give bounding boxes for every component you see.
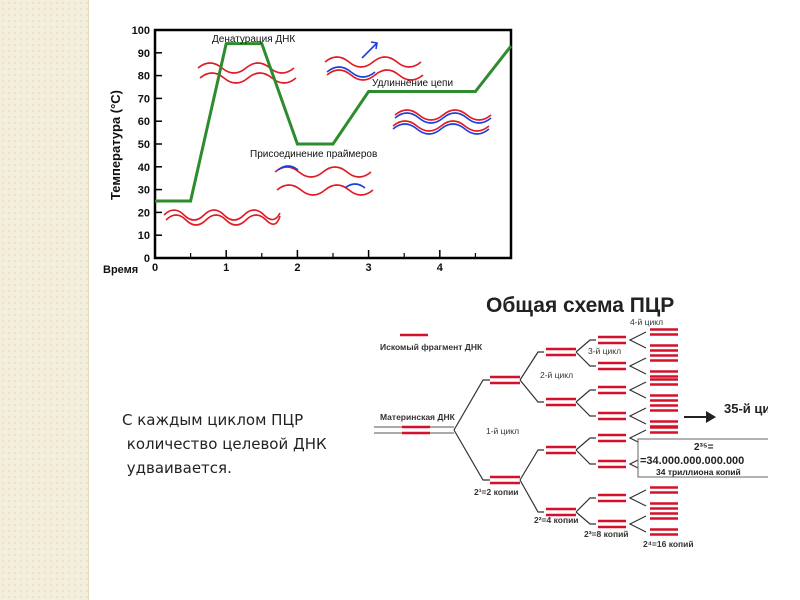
- arrow-to-35th-cycle: [684, 411, 716, 423]
- y-tick-label: 50: [138, 139, 150, 151]
- final-cycle-label: 35-й цикл: [724, 401, 768, 416]
- y-tick-label: 0: [144, 253, 150, 265]
- dna-sketch-annealing: [274, 165, 374, 196]
- formula-words: 34 триллиона копий: [656, 467, 741, 477]
- annotation-annealing: Присоединение праймеров: [250, 149, 377, 160]
- cycle-label-2: 2-й цикл: [540, 370, 573, 380]
- x-tick-label: 1: [223, 262, 229, 274]
- dna-sketch-elongated: [392, 109, 492, 135]
- x-tick-label: 4: [437, 262, 444, 274]
- annotation-denaturation: Денатурация ДНК: [212, 34, 295, 45]
- fourth-cycle-copies: [650, 328, 678, 536]
- dna-copies: [490, 347, 576, 517]
- dna-sketch-denatured: [197, 62, 297, 84]
- formula-power: 2³⁵=: [694, 442, 714, 453]
- formula-box: [637, 438, 768, 478]
- cycle-label-4: 4-й цикл: [630, 317, 663, 327]
- copies-label-8: 2³=8 копий: [584, 529, 629, 539]
- caption-line: количество целевой ДНК: [122, 435, 327, 453]
- pcr-caption: С каждым циклом ПЦР количество целевой Д…: [122, 408, 362, 480]
- y-tick-label: 20: [138, 207, 150, 219]
- mother-dna-label: Материнская ДНК: [380, 412, 456, 422]
- copies-label-2: 2¹=2 копии: [474, 487, 519, 497]
- copies-label-4: 2²=4 копии: [534, 515, 579, 525]
- cycle-label-3: 3-й цикл: [588, 346, 621, 356]
- y-tick-label: 10: [138, 230, 150, 242]
- y-tick-label: 100: [132, 25, 150, 37]
- y-axis: 0 10 20 30 40 50 60 70 80 90 100: [132, 25, 162, 265]
- copies-label-16: 2⁴=16 копий: [643, 539, 694, 549]
- cycle-label-1: 1-й цикл: [486, 426, 519, 436]
- y-tick-label: 80: [138, 71, 150, 83]
- y-tick-label: 30: [138, 185, 150, 197]
- temperature-profile-line: [155, 42, 513, 203]
- y-tick-label: 70: [138, 93, 150, 105]
- dna-sketch-initial: [163, 209, 281, 226]
- decorative-side-stripe: [0, 0, 89, 600]
- scheme-title: Общая схема ПЦР: [486, 294, 674, 317]
- y-tick-label: 40: [138, 162, 150, 174]
- x-axis: 0 1 2 3 4: [152, 250, 476, 274]
- formula-value: =34.000.000.000.000: [640, 455, 744, 467]
- y-tick-label: 90: [138, 48, 150, 60]
- annotation-extension: Удлиннение цепи: [372, 78, 453, 89]
- y-tick-label: 60: [138, 116, 150, 128]
- x-tick-label: 3: [366, 262, 372, 274]
- pcr-scheme: Общая схема ПЦР Искомый фрагмент ДНК Мат…: [374, 294, 768, 549]
- dna-sketch-extension: [324, 41, 424, 81]
- x-tick-label: 0: [152, 262, 158, 274]
- mother-dna-strand: [374, 425, 454, 435]
- legend-fragment-label: Искомый фрагмент ДНК: [380, 342, 483, 352]
- caption-line: удваивается.: [122, 459, 232, 477]
- final-cycle-number: 35-й цикл: [724, 401, 768, 416]
- third-cycle-copies: [598, 335, 626, 529]
- y-axis-label: Температура (°С): [108, 90, 123, 200]
- caption-line: С каждым циклом ПЦР: [122, 411, 304, 429]
- x-tick-label: 2: [294, 262, 300, 274]
- temperature-chart: 0 10 20 30 40 50 60 70 80 90 100 0 1 2 3 4 Температура…: [103, 25, 513, 276]
- x-axis-label: Время: [103, 264, 138, 276]
- tree-branches: [453, 331, 647, 533]
